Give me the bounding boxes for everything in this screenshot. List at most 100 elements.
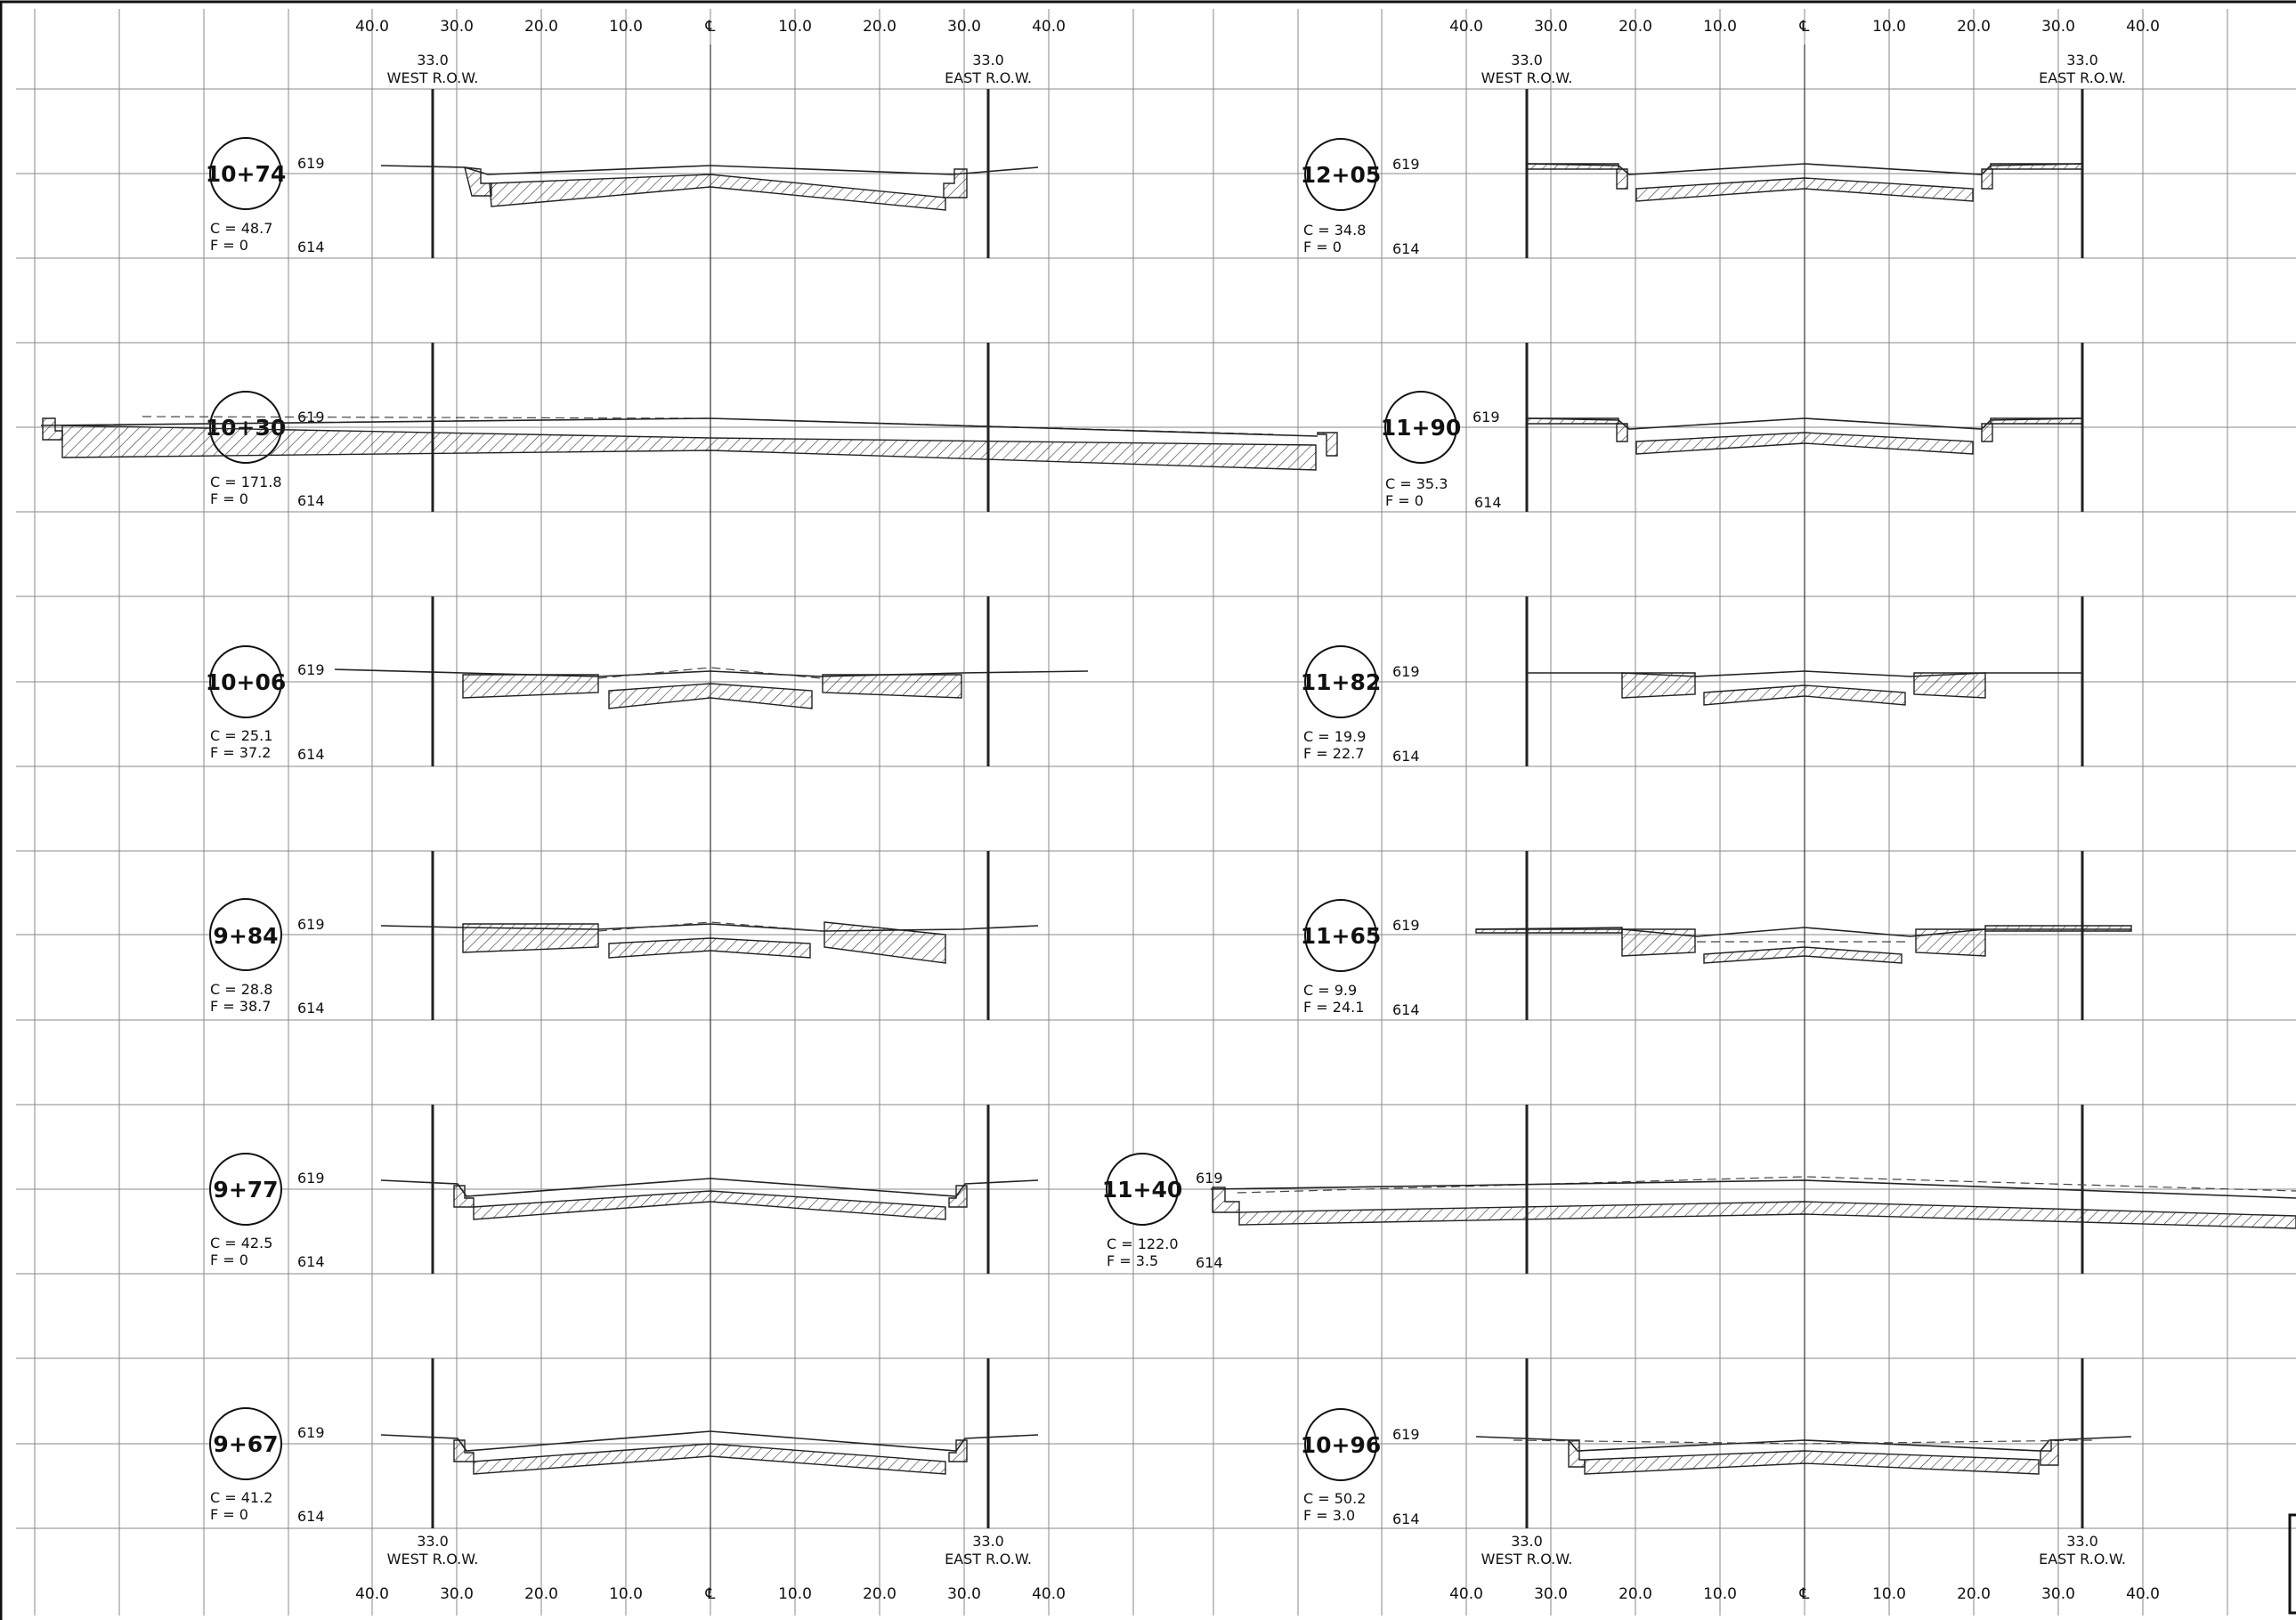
station-circle [1304,899,1377,972]
tick-label: 20.0 [1957,1585,1991,1603]
pavement-section [608,937,811,959]
station-label: 12+05 [1301,162,1382,188]
west-row-label: WEST R.O.W. [1481,69,1573,86]
curb-west [1526,417,1619,425]
fill-quantity: F = 22.7 [1303,745,1364,762]
cut-quantity: C = 171.8 [210,474,282,490]
scale-top-right: 40.0 30.0 20.0 10.0 ℄ 10.0 20.0 30.0 40.… [1449,18,2160,86]
station-circle [209,1153,282,1226]
fill-quantity: F = 0 [1303,239,1342,255]
elevation-top: 619 [297,661,325,678]
cut-quantity: C = 41.2 [210,1489,272,1506]
station-circle [1384,391,1457,464]
curb-face-east [1981,423,1993,442]
centerline-symbol: ℄ [1799,18,1810,36]
row-offset-label: 33.0 [1511,52,1543,69]
row-offset-label: 33.0 [417,52,449,69]
tick-label: 30.0 [440,1585,474,1603]
tick-label: 10.0 [778,1585,812,1603]
curb-west [453,1185,475,1208]
tick-label: 40.0 [2126,18,2160,36]
tick-label: 40.0 [1032,1585,1066,1603]
curb-west [453,1439,475,1462]
row-offset-label: 33.0 [2066,1533,2098,1550]
fill-west [1621,672,1696,699]
centerline-symbol: ℄ [1799,1585,1810,1603]
tick-label: 20.0 [524,18,558,36]
curb-west [42,417,63,441]
pavement-section [61,425,1317,471]
fill-east [1913,672,1986,699]
cross-section-9-67: 9+67 C = 41.2 F = 0 619 614 [209,1407,1039,1525]
station-circle [209,898,282,971]
tick-label: 10.0 [1703,18,1737,36]
west-row-label: WEST R.O.W. [387,69,479,86]
cut-quantity: C = 50.2 [1303,1490,1366,1507]
tick-label: 30.0 [2041,18,2075,36]
east-row-label: EAST R.O.W. [2039,69,2126,86]
station-circle [209,645,282,718]
pavement-section [473,1190,946,1220]
pavement-section [489,174,946,211]
station-circle [209,1407,282,1480]
elevation-top: 619 [1392,917,1420,934]
row-offset-label: 33.0 [972,1533,1004,1550]
curb-east [2040,1439,2059,1466]
elevation-bottom: 614 [1392,1511,1420,1527]
tick-label: 30.0 [947,18,981,36]
fill-quantity: F = 0 [210,490,248,507]
west-row-label: WEST R.O.W. [1481,1551,1573,1567]
fill-west [1621,928,1696,957]
station-label: 10+74 [206,161,287,187]
tick-label: 20.0 [863,18,896,36]
elevation-bottom: 614 [1392,748,1420,765]
elevation-bottom: 614 [297,1253,325,1270]
pavement-section [608,683,813,709]
curb-east [1990,417,2083,425]
ground-line [40,417,1318,437]
elevation-top: 619 [1392,1426,1420,1443]
fill-west [462,674,599,699]
tick-label: 10.0 [1872,1585,1906,1603]
cross-section-9-84: 9+84 C = 28.8 F = 38.7 619 614 [209,898,1039,1017]
pavement-section [1635,177,1974,202]
curb-east [1317,432,1338,457]
pavement-section [1584,1450,2040,1475]
station-label: 10+06 [206,669,287,695]
ground-line [380,1178,1039,1197]
curb-east [948,1185,968,1208]
station-label: 11+90 [1381,415,1462,441]
cross-section-10-06: 10+06 C = 25.1 F = 37.2 619 614 [206,645,1089,763]
pavement-section [1635,432,1974,455]
scale-top-left: 40.0 30.0 20.0 10.0 ℄ 10.0 20.0 30.0 40.… [355,18,1066,86]
fill-east [823,921,946,964]
elevation-bottom: 614 [1392,240,1420,257]
tick-label: 10.0 [1872,18,1906,36]
elevation-top: 619 [1196,1170,1223,1187]
centerline-symbol: ℄ [705,18,716,36]
existing-ground-line [1237,1176,2296,1194]
elevation-top: 619 [297,1170,325,1187]
station-label: 11+65 [1301,923,1382,949]
elevation-bottom: 614 [297,239,325,255]
row-offset-label: 33.0 [972,52,1004,69]
curb-face-east [1981,168,1993,190]
station-circle [209,137,282,210]
tick-label: 40.0 [355,18,389,36]
fill-quantity: F = 3.0 [1303,1507,1355,1524]
east-row-label: EAST R.O.W. [945,69,1032,86]
cut-quantity: C = 19.9 [1303,728,1366,745]
cross-section-10-96: 10+96 C = 50.2 F = 3.0 619 614 [1301,1408,2132,1527]
fill-quantity: F = 3.5 [1107,1252,1158,1269]
curb-face-west [1616,168,1628,190]
elevation-bottom: 614 [1392,1001,1420,1018]
curb-west [1568,1439,1586,1468]
cut-quantity: C = 122.0 [1107,1235,1179,1252]
existing-ground-line [597,667,822,679]
cut-quantity: C = 48.7 [210,220,272,237]
fill-east [1915,928,1986,957]
tick-label: 30.0 [1534,18,1568,36]
cut-quantity: C = 9.9 [1303,982,1357,999]
tick-label: 30.0 [947,1585,981,1603]
